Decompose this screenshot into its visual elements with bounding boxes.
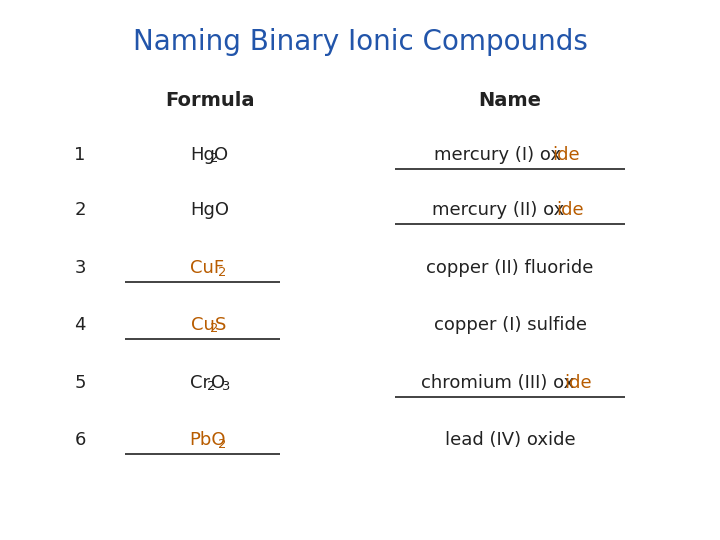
Text: 1: 1 bbox=[74, 146, 86, 164]
Text: 2: 2 bbox=[74, 201, 86, 219]
Text: Cu: Cu bbox=[191, 316, 215, 334]
Text: 5: 5 bbox=[74, 374, 86, 392]
Text: S: S bbox=[215, 316, 227, 334]
Text: ide: ide bbox=[553, 146, 580, 164]
Text: Formula: Formula bbox=[166, 91, 255, 110]
Text: HgO: HgO bbox=[191, 201, 230, 219]
Text: copper (II) fluoride: copper (II) fluoride bbox=[426, 259, 594, 277]
Text: Cr: Cr bbox=[190, 374, 210, 392]
Text: ide: ide bbox=[564, 374, 593, 392]
Text: 2: 2 bbox=[210, 322, 218, 335]
Text: 2: 2 bbox=[210, 152, 218, 165]
Text: 2: 2 bbox=[218, 437, 226, 450]
Text: PbO: PbO bbox=[189, 431, 225, 449]
Text: lead (IV) oxide: lead (IV) oxide bbox=[445, 431, 575, 449]
Text: 4: 4 bbox=[74, 316, 86, 334]
Text: Naming Binary Ionic Compounds: Naming Binary Ionic Compounds bbox=[132, 28, 588, 56]
Text: Hg: Hg bbox=[191, 146, 215, 164]
Text: 3: 3 bbox=[221, 381, 229, 394]
Text: 6: 6 bbox=[74, 431, 86, 449]
Text: 3: 3 bbox=[74, 259, 86, 277]
Text: ide: ide bbox=[557, 201, 584, 219]
Text: 2: 2 bbox=[218, 266, 226, 279]
Text: mercury (I) ox: mercury (I) ox bbox=[434, 146, 562, 164]
Text: O: O bbox=[214, 146, 228, 164]
Text: copper (I) sulfide: copper (I) sulfide bbox=[433, 316, 587, 334]
Text: CuF: CuF bbox=[190, 259, 224, 277]
Text: chromium (III) ox: chromium (III) ox bbox=[421, 374, 575, 392]
Text: 2: 2 bbox=[207, 381, 215, 394]
Text: mercury (II) ox: mercury (II) ox bbox=[432, 201, 564, 219]
Text: Name: Name bbox=[479, 91, 541, 110]
Text: O: O bbox=[211, 374, 225, 392]
